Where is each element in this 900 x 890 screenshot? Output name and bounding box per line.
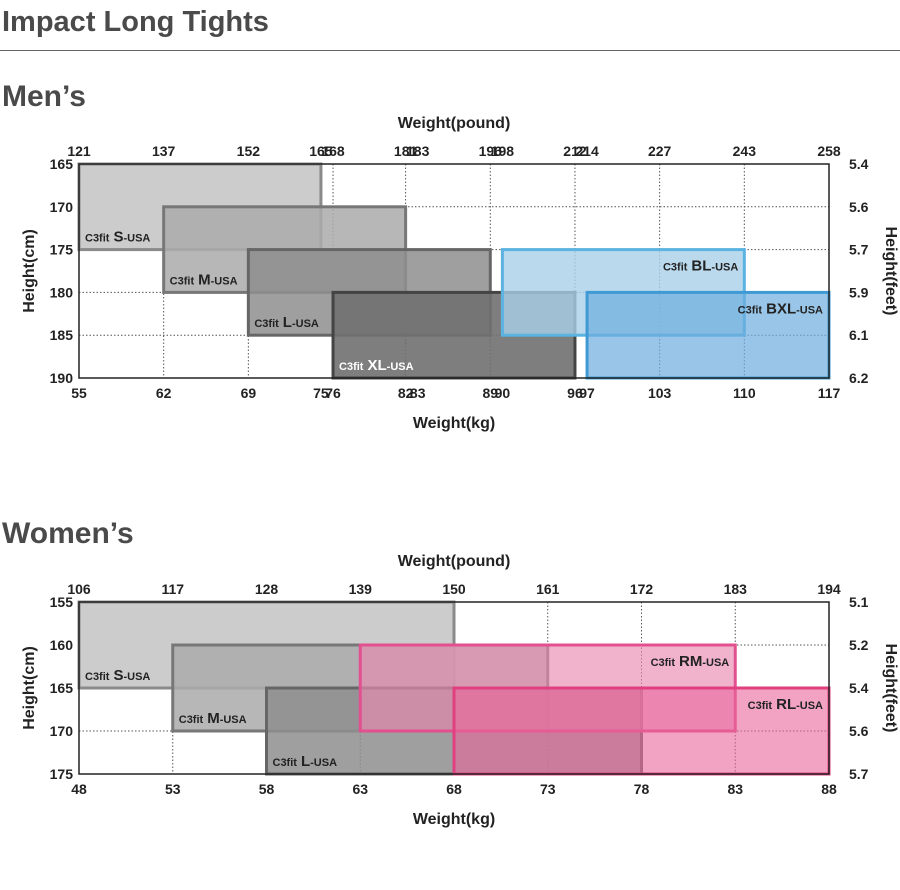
x-axis-title-pound: Weight(pound)	[398, 553, 511, 570]
feet-tick-label: 5.7	[849, 242, 869, 258]
kg-tick-label: 73	[540, 781, 556, 797]
pound-tick-label: 172	[630, 581, 654, 597]
pound-tick-label: 165	[309, 143, 333, 159]
size-label-s: C3fit S-USA	[85, 667, 150, 684]
kg-tick-label: 48	[71, 781, 87, 797]
kg-tick-label: 117	[818, 385, 841, 401]
kg-tick-label: 97	[579, 385, 595, 401]
kg-tick-label: 103	[648, 385, 672, 401]
kg-tick-label: 62	[156, 385, 172, 401]
x-axis-title-pound: Weight(pound)	[398, 115, 511, 132]
size-label-m: C3fit M-USA	[179, 710, 247, 727]
kg-tick-label: 63	[352, 781, 368, 797]
feet-tick-label: 6.2	[849, 370, 869, 386]
y-axis-title-feet: Height(feet)	[882, 644, 899, 733]
cm-tick-label: 165	[50, 680, 74, 696]
kg-tick-label: 58	[259, 781, 275, 797]
cm-tick-label: 170	[50, 723, 74, 739]
x-axis-title-kg: Weight(kg)	[413, 415, 495, 432]
feet-tick-label: 6.1	[849, 327, 869, 343]
cm-tick-label: 170	[50, 199, 74, 215]
title-divider	[0, 50, 900, 51]
kg-tick-label: 83	[727, 781, 743, 797]
pound-tick-label: 183	[406, 143, 430, 159]
feet-tick-label: 5.6	[849, 723, 869, 739]
kg-tick-label: 76	[325, 385, 341, 401]
size-label-rm: C3fit RM-USA	[651, 653, 730, 670]
kg-tick-label: 90	[495, 385, 511, 401]
kg-tick-label: 88	[821, 781, 837, 797]
pound-tick-label: 106	[67, 581, 91, 597]
kg-tick-label: 83	[410, 385, 426, 401]
size-label-l: C3fit L-USA	[254, 314, 319, 331]
size-label-m: C3fit M-USA	[170, 271, 238, 288]
pound-tick-label: 139	[349, 581, 373, 597]
pound-tick-label: 198	[491, 143, 515, 159]
kg-tick-label: 82	[398, 385, 414, 401]
pound-tick-label: 150	[442, 581, 466, 597]
cm-tick-label: 180	[50, 284, 74, 300]
mens-section-title: Men’s	[2, 80, 86, 113]
kg-tick-label: 110	[733, 385, 756, 401]
cm-tick-label: 160	[50, 637, 74, 653]
pound-tick-label: 161	[536, 581, 560, 597]
pound-tick-label: 121	[67, 143, 91, 159]
pound-tick-label: 243	[733, 143, 757, 159]
y-axis-title-cm: Height(cm)	[21, 646, 38, 730]
kg-tick-label: 75	[313, 385, 329, 401]
pound-tick-label: 258	[817, 143, 841, 159]
size-label-l: C3fit L-USA	[273, 753, 338, 770]
pound-tick-label: 137	[152, 143, 176, 159]
cm-tick-label: 175	[50, 766, 74, 782]
pound-tick-label: 181	[394, 143, 418, 159]
feet-tick-label: 5.7	[849, 766, 869, 782]
womens-section-title: Women’s	[2, 517, 134, 550]
size-box-rl	[452, 686, 831, 776]
pound-tick-label: 196	[479, 143, 503, 159]
pound-tick-label: 194	[817, 581, 841, 597]
cm-tick-label: 190	[50, 370, 74, 386]
cm-tick-label: 185	[50, 327, 74, 343]
feet-tick-label: 5.2	[849, 637, 869, 653]
page-title: Impact Long Tights	[2, 6, 269, 38]
size-label-bxl: C3fit BXL-USA	[738, 300, 823, 317]
pound-tick-label: 227	[648, 143, 672, 159]
pound-tick-label: 117	[161, 581, 184, 597]
pound-tick-label: 214	[575, 143, 599, 159]
kg-tick-label: 68	[446, 781, 462, 797]
size-label-bl: C3fit BL-USA	[663, 258, 738, 275]
x-axis-title-kg: Weight(kg)	[413, 811, 495, 828]
y-axis-title-feet: Height(feet)	[882, 227, 899, 316]
kg-tick-label: 69	[241, 385, 257, 401]
kg-tick-label: 89	[483, 385, 499, 401]
kg-tick-label: 78	[634, 781, 650, 797]
size-label-s: C3fit S-USA	[85, 229, 150, 246]
size-box-bxl	[585, 290, 831, 380]
plot-frame	[78, 601, 830, 775]
kg-tick-label: 96	[567, 385, 583, 401]
size-label-xl: C3fit XL-USA	[339, 357, 414, 374]
kg-tick-label: 53	[165, 781, 181, 797]
y-axis-title-cm: Height(cm)	[21, 229, 38, 313]
cm-tick-label: 155	[50, 594, 74, 610]
pound-tick-label: 183	[724, 581, 748, 597]
mens-size-chart: Weight(pound) Weight(kg) Height(cm) Height(…	[21, 115, 899, 432]
feet-tick-label: 5.1	[849, 594, 869, 610]
feet-tick-label: 5.4	[849, 680, 869, 696]
pound-tick-label: 152	[237, 143, 261, 159]
pound-tick-label: 212	[563, 143, 587, 159]
cm-tick-label: 165	[50, 156, 74, 172]
pound-tick-label: 128	[255, 581, 279, 597]
size-label-rl: C3fit RL-USA	[748, 696, 823, 713]
feet-tick-label: 5.4	[849, 156, 869, 172]
womens-size-chart: Weight(pound) Weight(kg) Height(cm) Height(…	[21, 553, 899, 828]
cm-tick-label: 175	[50, 242, 74, 258]
plot-frame	[78, 163, 830, 379]
feet-tick-label: 5.9	[849, 284, 869, 300]
feet-tick-label: 5.6	[849, 199, 869, 215]
kg-tick-label: 55	[71, 385, 87, 401]
pound-tick-label: 168	[321, 143, 345, 159]
